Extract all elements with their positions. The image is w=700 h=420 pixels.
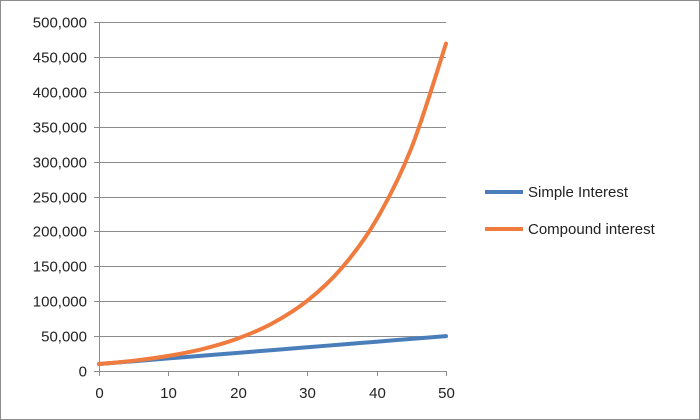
gridlines bbox=[99, 22, 446, 337]
x-tick-label: 0 bbox=[95, 385, 103, 402]
y-tick-label: 300,000 bbox=[33, 155, 87, 172]
x-tick-label: 10 bbox=[160, 385, 177, 402]
y-tick-label: 400,000 bbox=[33, 85, 87, 102]
legend-label-simple-interest: Simple Interest bbox=[528, 184, 629, 201]
legend: Simple Interest Compound interest bbox=[485, 184, 656, 238]
x-tick-label: 20 bbox=[230, 385, 247, 402]
x-tick-label: 50 bbox=[438, 385, 455, 402]
series-lines bbox=[97, 41, 448, 366]
y-tick-label: 50,000 bbox=[41, 329, 87, 346]
axes bbox=[94, 22, 447, 376]
y-tick-label: 500,000 bbox=[33, 15, 87, 32]
y-tick-label: 0 bbox=[79, 364, 87, 381]
x-tick-label: 40 bbox=[369, 385, 386, 402]
series-line-compound-interest bbox=[97, 41, 448, 366]
y-tick-label: 200,000 bbox=[33, 224, 87, 241]
y-tick-label: 250,000 bbox=[33, 190, 87, 207]
y-tick-label: 350,000 bbox=[33, 120, 87, 137]
y-tick-label: 450,000 bbox=[33, 50, 87, 67]
y-tick-label: 150,000 bbox=[33, 259, 87, 276]
y-axis-tick-labels: 0 50,000 100,000 150,000 200,000 250,000 300,0… bbox=[33, 15, 87, 381]
x-axis-tick-labels: 0 10 20 30 40 50 bbox=[95, 385, 455, 402]
x-tick-label: 30 bbox=[299, 385, 316, 402]
y-tick-label: 100,000 bbox=[33, 294, 87, 311]
legend-label-compound-interest: Compound interest bbox=[528, 221, 656, 238]
